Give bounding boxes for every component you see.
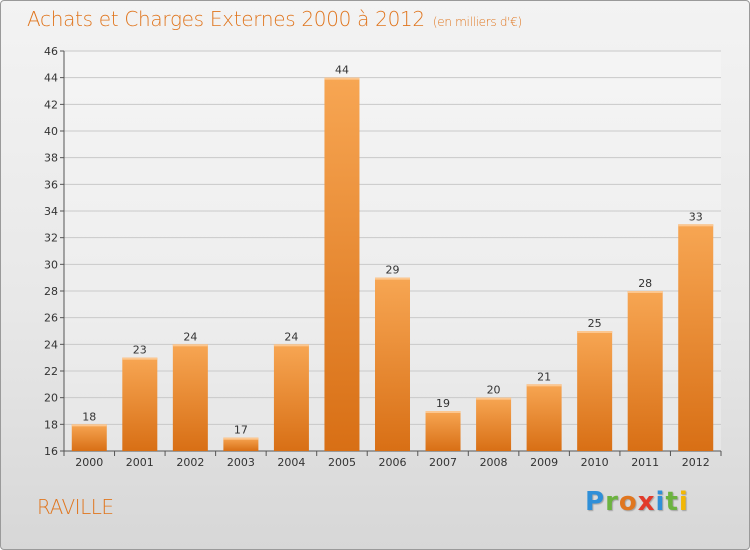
bar	[627, 291, 663, 451]
logo-letter: t	[665, 487, 679, 517]
x-tick-label: 2011	[631, 456, 659, 469]
bar-value-label: 18	[82, 410, 96, 423]
x-tick-label: 2009	[530, 456, 558, 469]
bar	[71, 424, 107, 451]
chart-title: Achats et Charges Externes 2000 à 2012 (e…	[27, 7, 522, 31]
bar-value-label: 29	[386, 264, 400, 277]
bar-top-highlight	[476, 397, 512, 400]
bar-value-label: 28	[638, 277, 652, 290]
bar-value-label: 25	[588, 317, 602, 330]
bar	[577, 331, 613, 451]
y-tick-label: 30	[44, 258, 58, 271]
x-tick-label: 2004	[277, 456, 305, 469]
logo-letter: x	[637, 487, 656, 517]
bar-top-highlight	[678, 224, 714, 227]
x-tick-label: 2003	[227, 456, 255, 469]
bar	[223, 437, 259, 451]
place-name: RAVILLE	[37, 495, 114, 519]
bar-value-label: 17	[234, 424, 248, 437]
y-tick-label: 32	[44, 232, 58, 245]
y-tick-label: 26	[44, 312, 58, 325]
logo-letter: i	[678, 487, 689, 517]
title-unit: (en milliers d'€)	[432, 15, 522, 29]
bar	[324, 77, 360, 452]
bars	[71, 77, 714, 452]
bar-top-highlight	[627, 291, 663, 293]
labels: 18 23 24 17 24 44 29 19 20 21 25 28 33	[82, 64, 702, 437]
y-tick-label: 38	[44, 152, 58, 165]
bar	[678, 224, 714, 451]
y-tick-label: 40	[44, 125, 58, 138]
bar-top-highlight	[577, 331, 613, 333]
y-tick-label: 34	[44, 205, 58, 218]
logo-letter: P	[585, 487, 606, 517]
bar-top-highlight	[425, 411, 461, 413]
y-tick-label: 20	[44, 392, 58, 405]
bar	[526, 384, 562, 451]
y-tick-label: 42	[44, 98, 58, 111]
logo-letter: o	[618, 487, 638, 517]
x-tick-label: 2006	[379, 456, 407, 469]
bar-value-label: 24	[284, 330, 298, 343]
bar	[273, 344, 309, 451]
bar	[375, 277, 410, 451]
bar-top-highlight	[324, 77, 360, 80]
bar-value-label: 44	[335, 64, 349, 77]
x-tick-label: 2005	[328, 456, 356, 469]
bar-top-highlight	[273, 344, 309, 347]
x-tick-label: 2010	[581, 456, 609, 469]
title-text: Achats et Charges Externes 2000 à 2012	[27, 7, 425, 31]
x-tick-label: 2012	[682, 456, 710, 469]
x-tick-label: 2008	[480, 456, 508, 469]
bar-top-highlight	[526, 384, 562, 387]
bar-value-label: 23	[133, 344, 147, 357]
bar	[122, 357, 158, 451]
y-tick-label: 16	[44, 445, 58, 458]
bar-top-highlight	[375, 277, 410, 280]
y-tick-label: 44	[44, 72, 58, 85]
bar-value-label: 21	[537, 370, 551, 383]
proxiti-logo: Proxiti	[585, 487, 689, 517]
bar	[172, 344, 208, 451]
x-tick-label: 2001	[126, 456, 154, 469]
bar-value-label: 20	[487, 384, 501, 397]
bar-top-highlight	[122, 357, 158, 360]
logo-letter: i	[655, 487, 666, 517]
y-tick-label: 24	[44, 338, 58, 351]
bar-value-label: 24	[183, 330, 197, 343]
x-tick-label: 2000	[75, 456, 103, 469]
bar-top-highlight	[172, 344, 208, 347]
bar	[476, 397, 512, 451]
y-tick-label: 36	[44, 178, 58, 191]
bar-top-highlight	[223, 437, 259, 440]
y-tick-label: 46	[44, 45, 58, 58]
x-tick-label: 2002	[176, 456, 204, 469]
x-tick-label: 2007	[429, 456, 457, 469]
y-tick-label: 22	[44, 365, 58, 378]
y-tick-label: 18	[44, 418, 58, 431]
bar-top-highlight	[71, 424, 107, 427]
bar-value-label: 19	[436, 397, 450, 410]
logo-letter: r	[605, 487, 619, 517]
bar-value-label: 33	[689, 210, 703, 223]
y-tick-label: 28	[44, 285, 58, 298]
bar	[425, 411, 461, 451]
